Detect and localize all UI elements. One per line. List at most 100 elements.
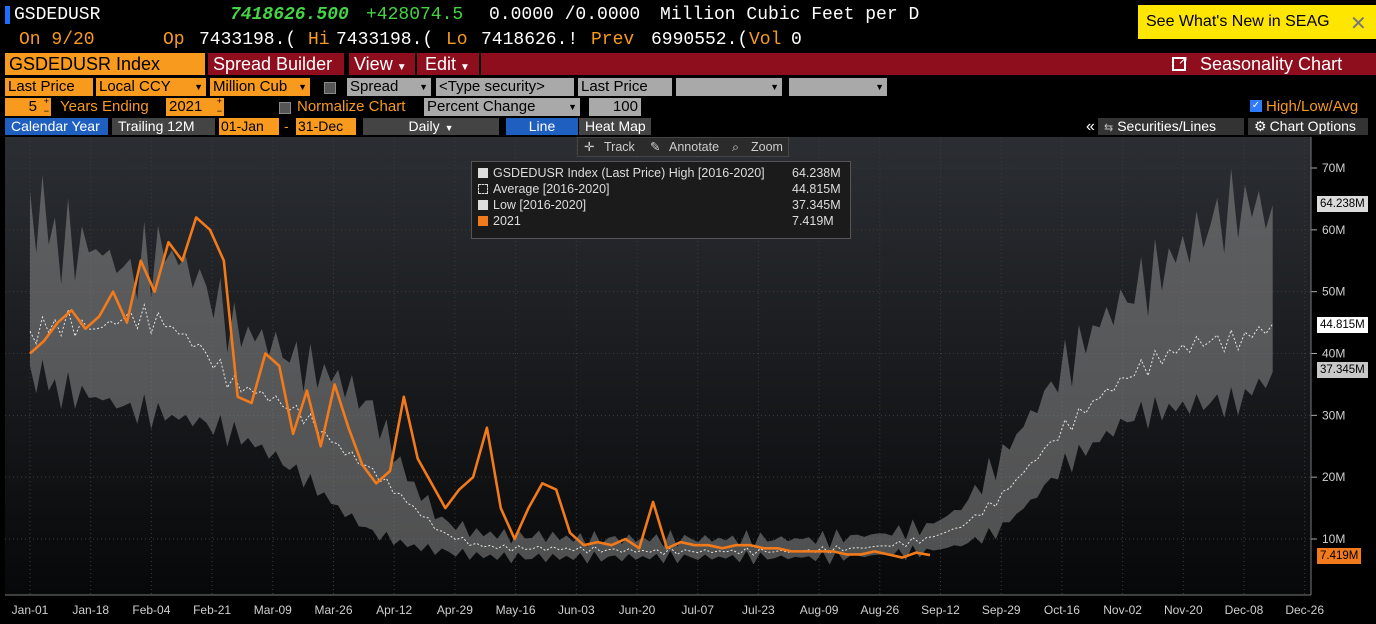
- start-date-field[interactable]: 01-Jan: [219, 118, 279, 135]
- caret-down-icon: ▼: [875, 78, 884, 96]
- x-tick-label: Nov-20: [1164, 603, 1203, 617]
- end-date-field[interactable]: 31-Dec: [296, 118, 356, 135]
- low-value: 7418626.!: [481, 30, 578, 50]
- currency-dropdown-label[interactable]: Local CCY: [99, 78, 171, 95]
- close-icon[interactable]: ✕: [1350, 11, 1367, 36]
- prev-label: Prev: [591, 30, 634, 50]
- type-security-placeholder[interactable]: <Type security>: [439, 78, 545, 95]
- magnifier-icon[interactable]: ⌕: [732, 138, 739, 156]
- seag-whats-new-banner[interactable]: See What's New in SEAG ✕: [1138, 5, 1376, 39]
- chart-options-label[interactable]: Chart Options: [1270, 118, 1356, 134]
- spread-dropdown-label[interactable]: Spread: [350, 78, 398, 95]
- annotate-tool[interactable]: Annotate: [669, 138, 719, 156]
- years-value[interactable]: 5: [29, 98, 37, 115]
- frequency-dropdown[interactable]: Daily ▼: [363, 118, 499, 135]
- type-security-field[interactable]: <Type security>: [436, 78, 574, 96]
- seasonality-chart-launch[interactable]: ↗ Seasonality Chart: [1172, 53, 1342, 75]
- chart-options-button[interactable]: ⚙ Chart Options: [1248, 118, 1368, 135]
- x-tick-label: Jun-03: [558, 603, 595, 617]
- normalize-mode-label[interactable]: Percent Change: [427, 98, 535, 115]
- legend-value-low: 37.345M: [792, 197, 841, 213]
- blank-dropdown-1[interactable]: ▼: [676, 78, 782, 96]
- y-tick-label: 10M: [1322, 532, 1345, 546]
- prev-value: 6990552.(: [651, 30, 748, 50]
- x-tick-label: Jan-01: [12, 603, 49, 617]
- tab-line-label[interactable]: Line: [529, 118, 555, 134]
- view-menu[interactable]: View ▼: [349, 53, 417, 75]
- right-label-low: 37.345M: [1317, 362, 1368, 378]
- x-axis: Jan-01 Jan-18 Feb-04 Feb-21 Mar-09 Mar-26 Apr-…: [5, 595, 1324, 617]
- x-tick-label: Sep-29: [982, 603, 1021, 617]
- securities-lines-button[interactable]: ⇆ Securities/Lines: [1098, 118, 1244, 135]
- frequency-label[interactable]: Daily: [408, 118, 439, 134]
- legend-swatch-avg: [478, 184, 488, 194]
- field-selector-2[interactable]: Last Price: [578, 78, 672, 96]
- checkmark-icon[interactable]: ✓: [1250, 100, 1262, 112]
- zoom-tool[interactable]: Zoom: [751, 138, 783, 156]
- normalize-checkbox[interactable]: [279, 102, 291, 114]
- ticker-symbol: GSDEDUSR: [14, 5, 100, 25]
- legend-swatch-2021: [478, 216, 488, 226]
- edit-menu[interactable]: Edit ▼: [421, 53, 481, 75]
- high-low-avg-label[interactable]: High/Low/Avg: [1266, 98, 1358, 116]
- x-tick-label: Jun-20: [619, 603, 656, 617]
- start-date-value[interactable]: 01-Jan: [221, 118, 264, 134]
- spread-checkbox[interactable]: [324, 82, 336, 94]
- view-menu-label[interactable]: View: [354, 54, 393, 74]
- stepper-arrows-icon[interactable]: + −: [217, 96, 222, 116]
- stepper-arrows-icon[interactable]: + −: [44, 96, 49, 116]
- field-selector-2-label[interactable]: Last Price: [581, 78, 648, 95]
- x-tick-label: Nov-02: [1103, 603, 1142, 617]
- legend-item-avg: Average [2016-2020]: [478, 181, 610, 197]
- chart-tools-bar: ✛ Track ✎ Annotate ⌕ Zoom: [577, 137, 789, 157]
- year-ending-value[interactable]: 2021: [169, 98, 202, 115]
- spread-dropdown[interactable]: Spread ▼: [347, 78, 431, 96]
- gear-icon: ⚙: [1254, 118, 1267, 134]
- legend-swatch-low: [478, 200, 488, 210]
- blank-dropdown-2[interactable]: ▼: [789, 78, 887, 96]
- normalize-value-field[interactable]: 100: [589, 98, 641, 116]
- years-stepper[interactable]: 5 + −: [5, 98, 51, 116]
- caret-down-icon: ▼: [770, 78, 779, 96]
- track-tool[interactable]: Track: [604, 138, 635, 156]
- caret-down-icon: ▼: [445, 123, 454, 133]
- field-selector-1-label[interactable]: Last Price: [8, 78, 75, 95]
- x-tick-label: Sep-12: [921, 603, 960, 617]
- seag-banner-text[interactable]: See What's New in SEAG: [1146, 13, 1330, 31]
- tab-line[interactable]: Line: [506, 118, 578, 135]
- x-tick-label: Apr-29: [437, 603, 473, 617]
- seasonality-chart-title[interactable]: Seasonality Chart: [1200, 54, 1342, 74]
- date-label: On 9/20: [19, 30, 95, 50]
- crosshair-icon[interactable]: ✛: [584, 138, 594, 156]
- units-dropdown[interactable]: Million Cub ▼: [210, 78, 310, 96]
- field-selector-1[interactable]: Last Price: [5, 78, 93, 96]
- normalize-mode-dropdown[interactable]: Percent Change ▼: [424, 98, 580, 116]
- currency-dropdown[interactable]: Local CCY ▼: [96, 78, 206, 96]
- x-tick-label: Aug-09: [800, 603, 839, 617]
- tab-trailing-12m-label[interactable]: Trailing 12M: [118, 118, 195, 134]
- tab-heat-map-label[interactable]: Heat Map: [585, 118, 646, 134]
- normalize-chart-label: Normalize Chart: [297, 98, 405, 116]
- securities-lines-label[interactable]: Securities/Lines: [1117, 118, 1216, 134]
- security-field[interactable]: GSDEDUSR Index: [5, 53, 205, 75]
- units-dropdown-label[interactable]: Million Cub: [213, 78, 287, 95]
- caret-down-icon: ▼: [397, 62, 407, 73]
- tab-calendar-year[interactable]: Calendar Year: [5, 118, 108, 135]
- x-tick-label: Aug-26: [860, 603, 899, 617]
- tab-heat-map[interactable]: Heat Map: [579, 118, 651, 135]
- x-tick-label: May-16: [496, 603, 536, 617]
- caret-down-icon: ▼: [194, 78, 203, 96]
- x-tick-label: Jul-07: [681, 603, 714, 617]
- normalize-value[interactable]: 100: [613, 98, 638, 115]
- y-tick-label: 20M: [1322, 470, 1345, 484]
- collapse-panel-icon[interactable]: «: [1084, 118, 1097, 135]
- chart-legend: GSDEDUSR Index (Last Price) High [2016-2…: [471, 161, 851, 239]
- edit-menu-label[interactable]: Edit: [425, 54, 456, 74]
- x-tick-label: Mar-09: [254, 603, 292, 617]
- spread-builder-button[interactable]: Spread Builder: [208, 53, 344, 75]
- pencil-icon[interactable]: ✎: [650, 138, 660, 156]
- year-ending-stepper[interactable]: 2021 + −: [166, 98, 224, 116]
- tab-calendar-year-label[interactable]: Calendar Year: [11, 118, 100, 134]
- end-date-value[interactable]: 31-Dec: [298, 118, 343, 134]
- tab-trailing-12m[interactable]: Trailing 12M: [112, 118, 215, 135]
